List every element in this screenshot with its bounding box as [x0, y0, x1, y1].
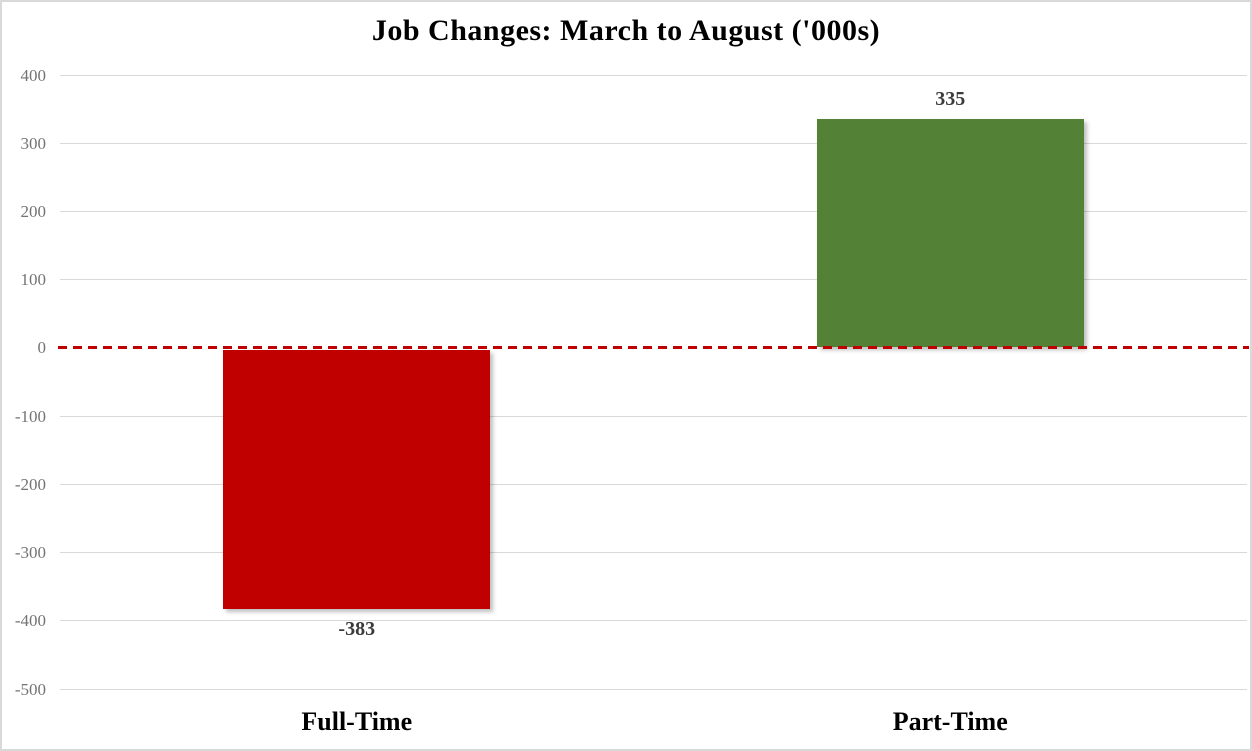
gridline [60, 142, 1247, 144]
gridline [60, 620, 1247, 622]
y-tick-label: -200 [14, 474, 46, 494]
zero-baseline-dashed-line [58, 346, 1249, 350]
gridline [60, 210, 1247, 212]
y-tick-label: 200 [20, 201, 47, 221]
gridline [60, 279, 1247, 281]
category-label: Full-Time [301, 707, 413, 736]
data-label: 335 [935, 88, 966, 111]
y-tick-label: -100 [14, 406, 46, 426]
gridline [60, 483, 1247, 485]
gridline [60, 415, 1247, 417]
y-tick-label: -400 [14, 611, 46, 631]
gridline [60, 552, 1247, 554]
y-tick-label: -500 [14, 679, 46, 699]
y-tick-label: 100 [20, 270, 47, 290]
gridline [60, 688, 1247, 690]
bar-full-time [223, 349, 491, 610]
category-label: Part-Time [892, 707, 1008, 736]
gridline [60, 74, 1247, 76]
data-label: -383 [338, 618, 376, 641]
y-tick-label: 0 [37, 338, 47, 358]
y-tick-label: 300 [20, 133, 47, 153]
bar-part-time [816, 119, 1084, 347]
y-tick-label: 400 [20, 65, 47, 85]
chart-title: Job Changes: March to August ('000s) [371, 14, 881, 47]
y-tick-label: -300 [14, 543, 46, 563]
